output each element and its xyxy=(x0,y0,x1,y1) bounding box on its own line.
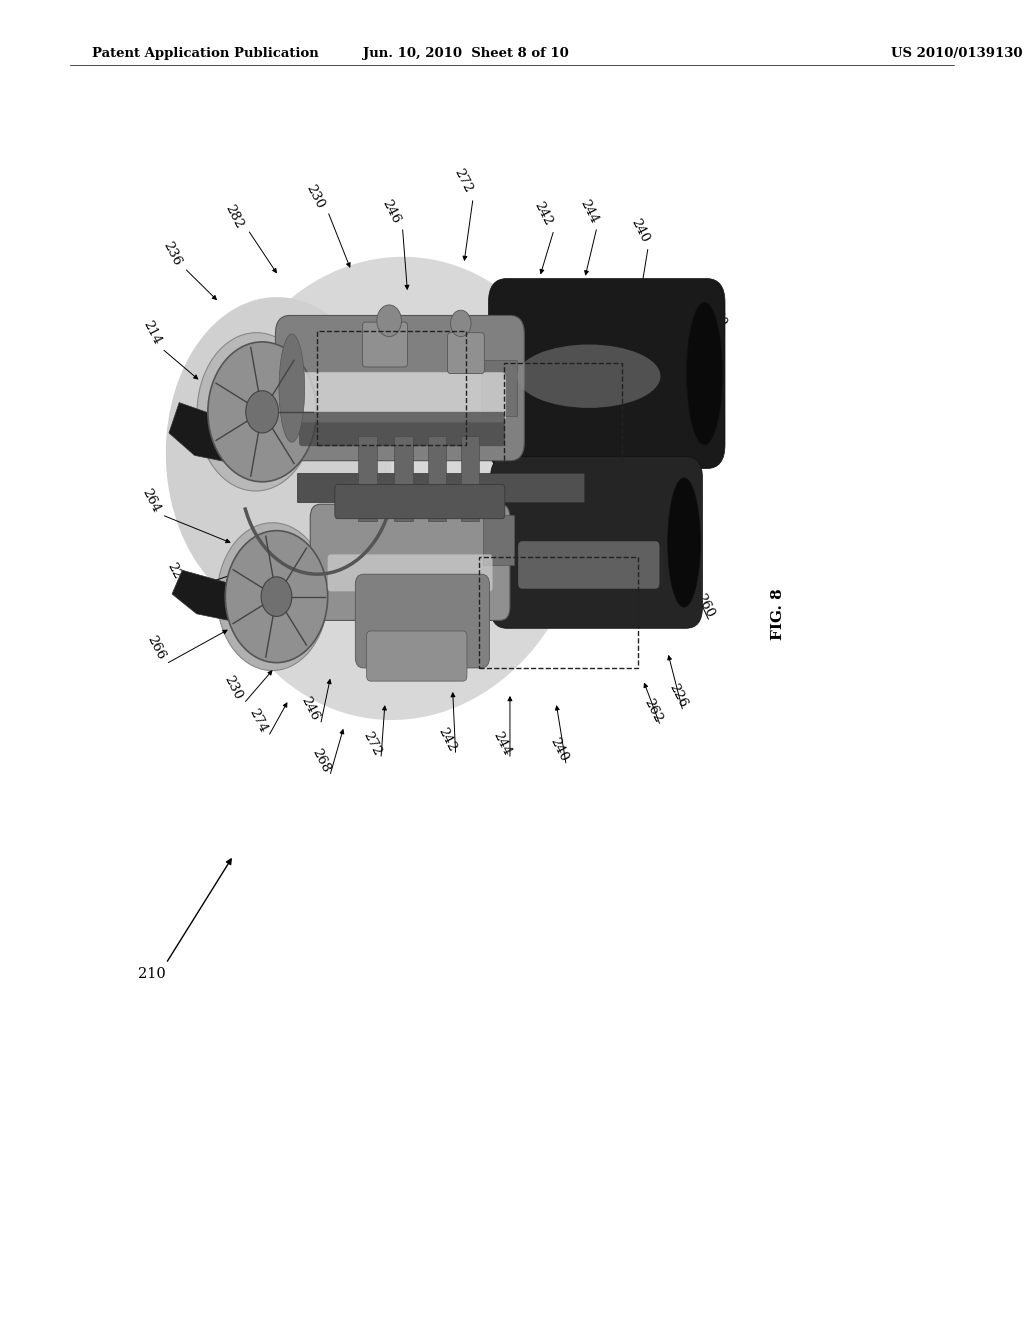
Circle shape xyxy=(451,310,471,337)
Circle shape xyxy=(225,531,328,663)
FancyBboxPatch shape xyxy=(447,333,484,374)
Text: 228: 228 xyxy=(165,560,187,589)
Ellipse shape xyxy=(668,478,700,607)
Text: Jun. 10, 2010  Sheet 8 of 10: Jun. 10, 2010 Sheet 8 of 10 xyxy=(364,48,568,59)
Ellipse shape xyxy=(517,345,660,408)
Text: 244: 244 xyxy=(490,729,513,758)
Text: 242: 242 xyxy=(435,725,458,754)
Circle shape xyxy=(208,342,316,482)
FancyBboxPatch shape xyxy=(355,574,489,668)
FancyBboxPatch shape xyxy=(275,315,524,461)
Text: 290: 290 xyxy=(677,277,699,306)
Text: US 2010/0139130 A1: US 2010/0139130 A1 xyxy=(891,48,1024,59)
FancyBboxPatch shape xyxy=(335,484,505,519)
FancyBboxPatch shape xyxy=(490,457,702,628)
Text: 240: 240 xyxy=(548,735,570,764)
Text: 230: 230 xyxy=(222,673,245,702)
Bar xyxy=(297,473,584,502)
Text: 236: 236 xyxy=(161,239,183,268)
Circle shape xyxy=(377,305,401,337)
FancyBboxPatch shape xyxy=(518,541,659,589)
Bar xyxy=(317,331,466,445)
FancyBboxPatch shape xyxy=(328,554,493,591)
Text: 272: 272 xyxy=(360,729,383,758)
Text: 230: 230 xyxy=(304,182,327,211)
Text: 260: 260 xyxy=(693,591,716,620)
Bar xyxy=(481,360,517,416)
Text: 250: 250 xyxy=(685,345,708,374)
Text: FIG. 8: FIG. 8 xyxy=(771,587,785,640)
Text: 264: 264 xyxy=(139,486,162,515)
Bar xyxy=(461,436,479,521)
Text: 214: 214 xyxy=(140,318,163,347)
FancyBboxPatch shape xyxy=(488,279,725,469)
Text: 262: 262 xyxy=(642,696,665,725)
Text: 246: 246 xyxy=(380,197,402,226)
Bar xyxy=(483,515,514,565)
Text: 274: 274 xyxy=(247,706,269,735)
Text: 246: 246 xyxy=(299,694,322,723)
Text: 226: 226 xyxy=(667,681,689,710)
Circle shape xyxy=(246,391,279,433)
Ellipse shape xyxy=(217,523,328,671)
Bar xyxy=(479,557,638,668)
Ellipse shape xyxy=(279,334,305,442)
Text: 268: 268 xyxy=(309,746,332,775)
Ellipse shape xyxy=(197,333,315,491)
Text: 282: 282 xyxy=(222,202,245,231)
Polygon shape xyxy=(172,570,264,624)
Bar xyxy=(504,363,622,462)
Ellipse shape xyxy=(686,302,722,445)
Bar xyxy=(394,436,413,521)
FancyBboxPatch shape xyxy=(367,631,467,681)
Text: 266: 266 xyxy=(144,634,167,663)
Text: 210: 210 xyxy=(137,968,166,981)
Text: 272: 272 xyxy=(452,166,474,195)
Text: Patent Application Publication: Patent Application Publication xyxy=(92,48,318,59)
Text: 270: 270 xyxy=(706,300,728,329)
Circle shape xyxy=(261,577,292,616)
Text: 240: 240 xyxy=(629,216,651,246)
Polygon shape xyxy=(169,403,256,465)
Ellipse shape xyxy=(166,297,391,614)
Bar xyxy=(428,436,446,521)
Text: 244: 244 xyxy=(578,197,600,226)
FancyBboxPatch shape xyxy=(298,372,506,422)
Ellipse shape xyxy=(203,257,592,719)
FancyBboxPatch shape xyxy=(362,322,408,367)
Bar xyxy=(358,436,377,521)
FancyBboxPatch shape xyxy=(310,504,510,620)
FancyBboxPatch shape xyxy=(299,412,505,446)
Text: 242: 242 xyxy=(531,199,554,228)
